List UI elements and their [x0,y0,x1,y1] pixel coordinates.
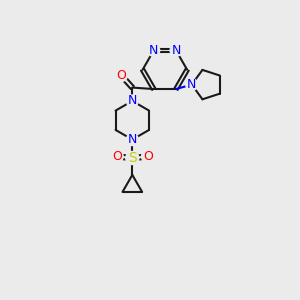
Circle shape [126,152,139,164]
Circle shape [142,150,154,163]
Circle shape [115,68,128,82]
Text: N: N [171,44,181,57]
Circle shape [186,79,198,91]
Circle shape [111,150,123,163]
Circle shape [148,44,160,56]
Text: O: O [112,150,122,163]
Text: O: O [143,150,153,163]
Text: N: N [128,94,137,107]
Text: O: O [116,69,126,82]
Text: N: N [187,78,196,91]
Circle shape [126,134,138,146]
Circle shape [126,95,138,107]
Text: N: N [128,133,137,146]
Text: S: S [128,151,137,165]
Circle shape [170,44,182,56]
Text: N: N [149,44,158,57]
